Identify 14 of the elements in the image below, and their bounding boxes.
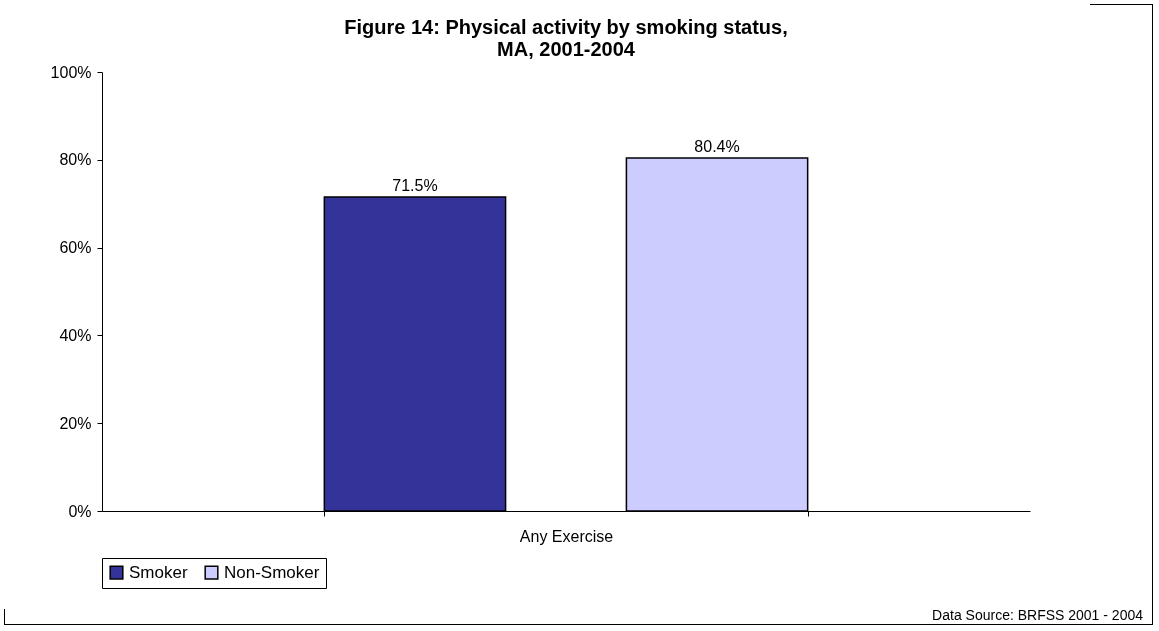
y-tick-label: 20% bbox=[59, 414, 92, 432]
text: MA, 2001-2004 bbox=[497, 38, 635, 60]
y-tick-label: 80% bbox=[59, 151, 92, 169]
x-tick-label: Any Exercise bbox=[519, 527, 614, 545]
y-tick-label: 0% bbox=[68, 502, 92, 520]
y-tick-label: 40% bbox=[59, 326, 92, 344]
legend-label: Non-Smoker bbox=[224, 562, 320, 582]
y-tick-label: 60% bbox=[59, 239, 92, 257]
data-label: 80.4% bbox=[694, 138, 740, 156]
text: Figure 14: Physical activity by smoking status, bbox=[344, 16, 788, 38]
source-note: Data Source: BRFSS 2001 - 2004 bbox=[932, 607, 1143, 623]
legend-label: Smoker bbox=[129, 562, 188, 582]
data-label: 71.5% bbox=[392, 177, 438, 195]
y-tick-label: 100% bbox=[50, 63, 92, 81]
